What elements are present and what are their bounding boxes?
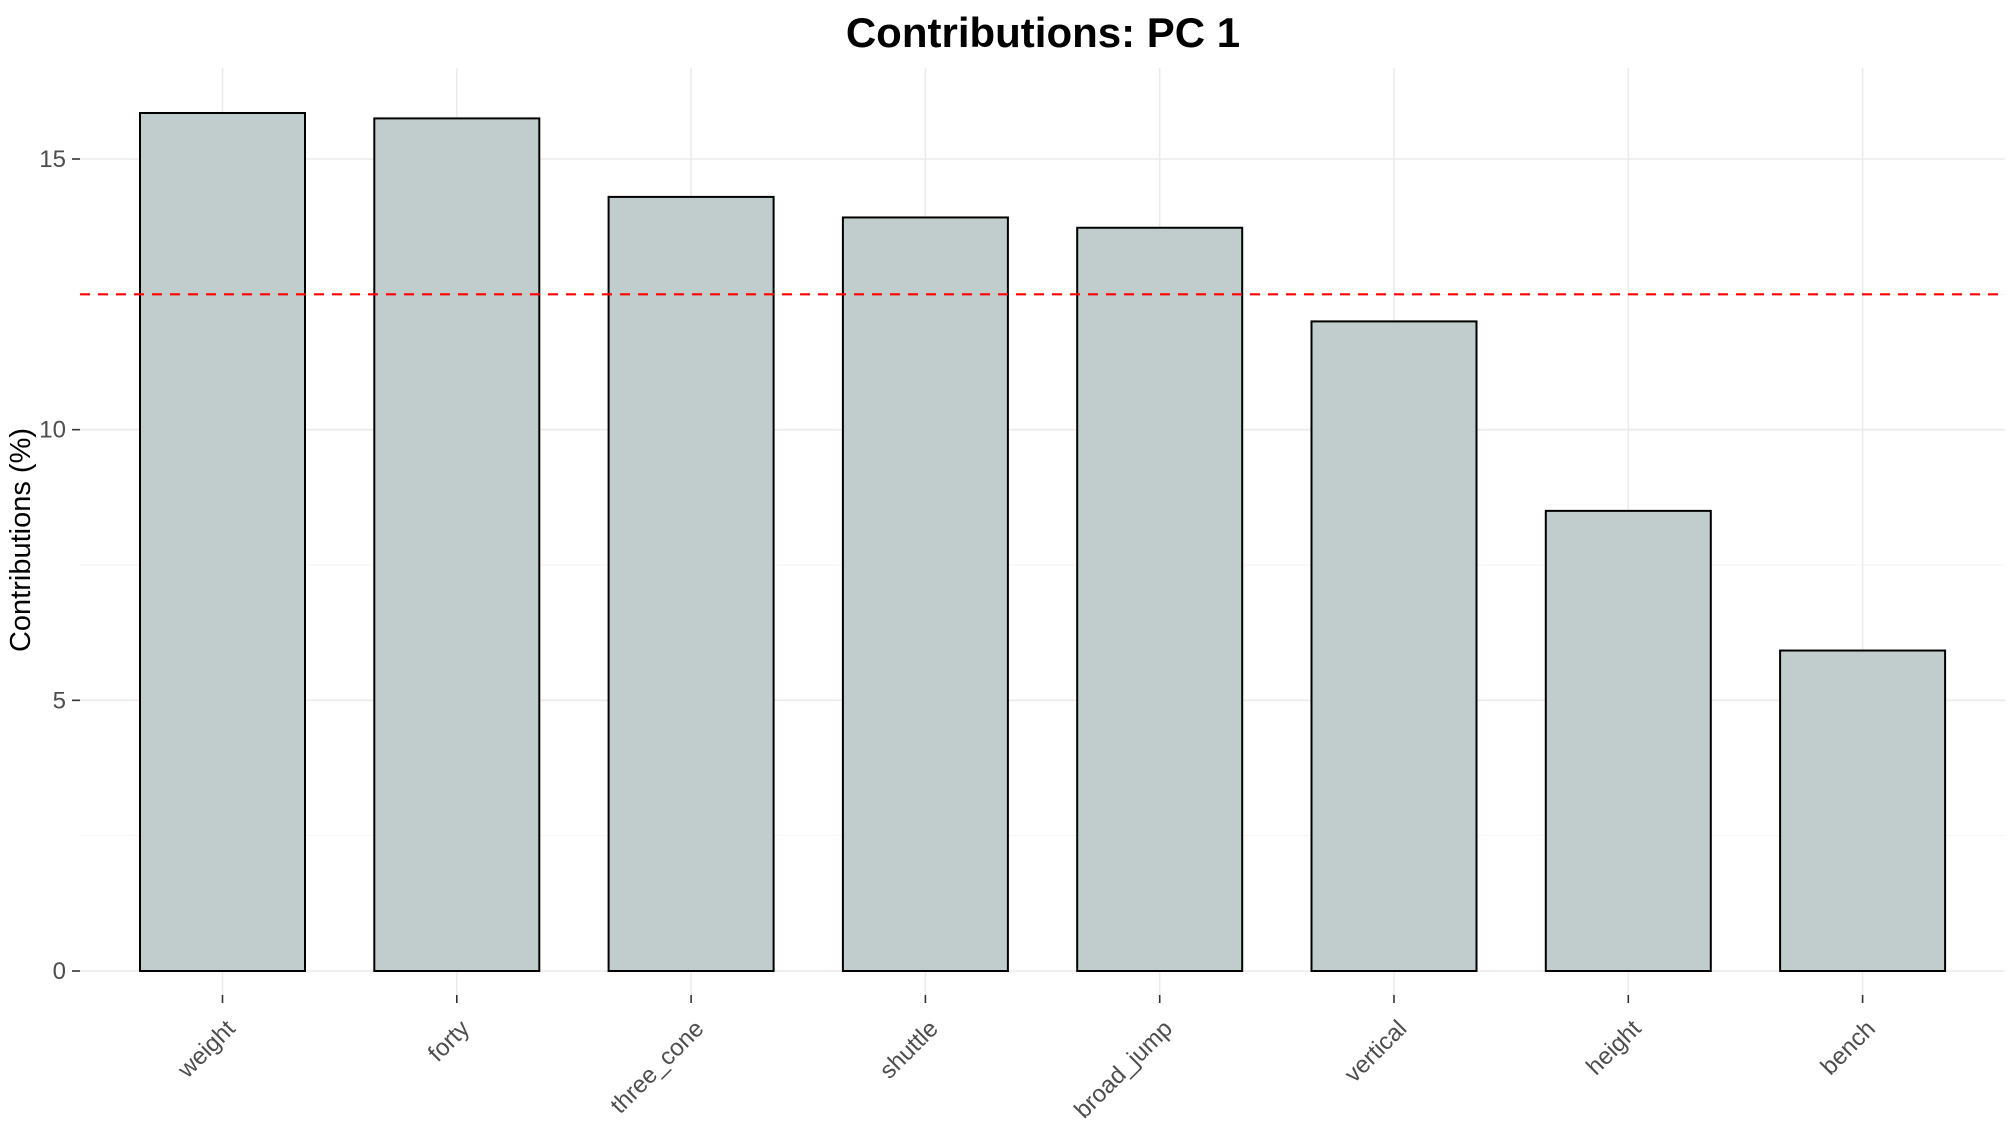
x-tick-label-forty: forty — [423, 1015, 475, 1067]
grid-layer — [80, 68, 2005, 995]
x-tick-label-three-cone: three_cone — [605, 1015, 709, 1119]
y-tick-label: 5 — [53, 687, 66, 714]
y-axis-label: Contributions (%) — [5, 428, 37, 652]
bar-shuttle — [841, 216, 1009, 973]
bar-three-cone — [607, 195, 775, 973]
x-tick-label-shuttle: shuttle — [875, 1015, 944, 1084]
x-tick-label-weight: weight — [172, 1015, 241, 1084]
y-tick-label: 15 — [39, 146, 66, 173]
bar-weight — [139, 111, 306, 972]
x-axis-ticks: weight forty three_cone shuttle broad_jump ve… — [172, 995, 1881, 1124]
x-tick-label-height: height — [1581, 1015, 1647, 1081]
y-tick-label: 0 — [53, 958, 66, 985]
bar-vertical — [1310, 320, 1478, 972]
bar-bench — [1779, 649, 1947, 972]
x-tick-label-bench: bench — [1816, 1015, 1881, 1080]
x-tick-label-broad-jump: broad_jump — [1069, 1015, 1178, 1124]
x-tick-label-vertical: vertical — [1339, 1015, 1412, 1088]
bar-forty — [373, 117, 541, 972]
chart-title: Contributions: PC 1 — [846, 9, 1240, 56]
y-tick-label: 10 — [39, 417, 66, 444]
bar-height — [1544, 509, 1712, 972]
y-axis-ticks: 0 5 10 15 — [39, 146, 80, 985]
bar-broad-jump — [1076, 226, 1244, 972]
bars-layer — [139, 111, 1947, 973]
